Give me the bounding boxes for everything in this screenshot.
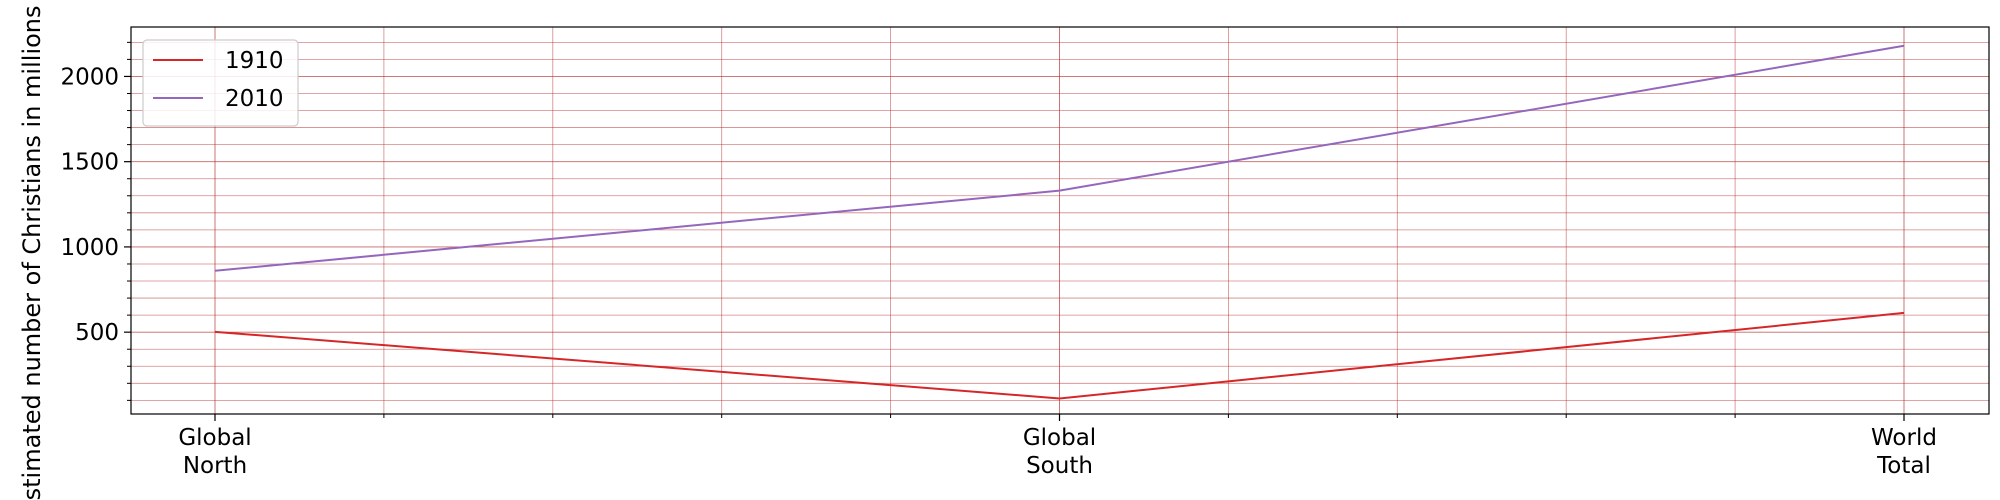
plot-area-frame — [130, 26, 1990, 415]
y-axis-label: Estimated number of Christians in millio… — [18, 5, 46, 500]
x-tick-label: Global North — [178, 425, 251, 479]
x-axis: Global North Global South World Total — [178, 414, 1937, 479]
x-tick-label: World Total — [1871, 425, 1937, 479]
legend-label-2010: 2010 — [225, 86, 284, 112]
series-lines — [214, 44, 1905, 400]
legend-label-1910: 1910 — [225, 48, 284, 74]
y-tick-label: 500 — [75, 320, 119, 346]
minor-grid — [131, 27, 1989, 414]
legend: 1910 2010 — [142, 39, 299, 127]
y-tick-label: 1000 — [60, 235, 119, 261]
y-tick-label: 2000 — [60, 64, 119, 90]
major-grid — [131, 27, 1989, 414]
y-tick-label: 1500 — [60, 150, 119, 176]
x-tick-label: Global South — [1023, 425, 1096, 479]
legend-box — [142, 39, 299, 127]
y-axis: 500 1000 1500 2000 — [60, 41, 131, 401]
